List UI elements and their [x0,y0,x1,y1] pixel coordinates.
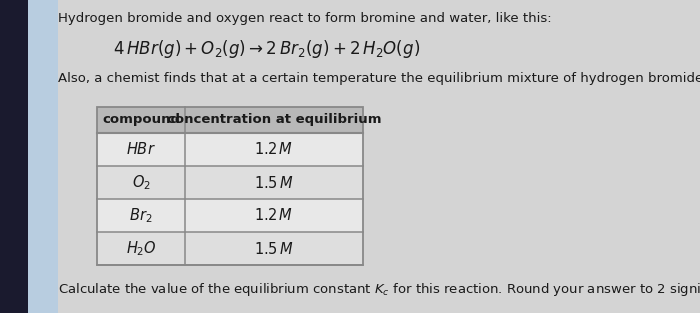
Text: $1.5\,M$: $1.5\,M$ [254,240,294,256]
Text: Hydrogen bromide and oxygen react to form bromine and water, like this:: Hydrogen bromide and oxygen react to for… [58,12,552,25]
Text: compound: compound [102,114,180,126]
Text: $4\,\mathit{HBr}(g) + \mathit{O}_2(g) \rightarrow 2\,\mathit{Br}_2(g) + 2\,\math: $4\,\mathit{HBr}(g) + \mathit{O}_2(g) \r… [113,38,420,60]
Text: $1.2\,M$: $1.2\,M$ [254,208,293,223]
Bar [28,0,58,313]
Text: $H_2O$: $H_2O$ [125,239,156,258]
Text: $Br_2$: $Br_2$ [130,206,153,225]
Text: $1.2\,M$: $1.2\,M$ [254,141,293,157]
Text: Also, a chemist finds that at a certain temperature the equilibrium mixture of h: Also, a chemist finds that at a certain … [58,72,700,85]
Bar [97,166,363,199]
Bar [97,199,363,232]
Bar [97,107,363,265]
Text: concentration at equilibrium: concentration at equilibrium [167,114,382,126]
Text: $HBr$: $HBr$ [126,141,156,157]
Bar [97,133,363,166]
Bar [0,0,28,313]
Text: Calculate the value of the equilibrium constant $K_c$ for this reaction. Round y: Calculate the value of the equilibrium c… [58,281,700,298]
Bar [97,232,363,265]
Text: $1.5\,M$: $1.5\,M$ [254,175,294,191]
Text: $O_2$: $O_2$ [132,173,150,192]
Bar [97,107,363,133]
